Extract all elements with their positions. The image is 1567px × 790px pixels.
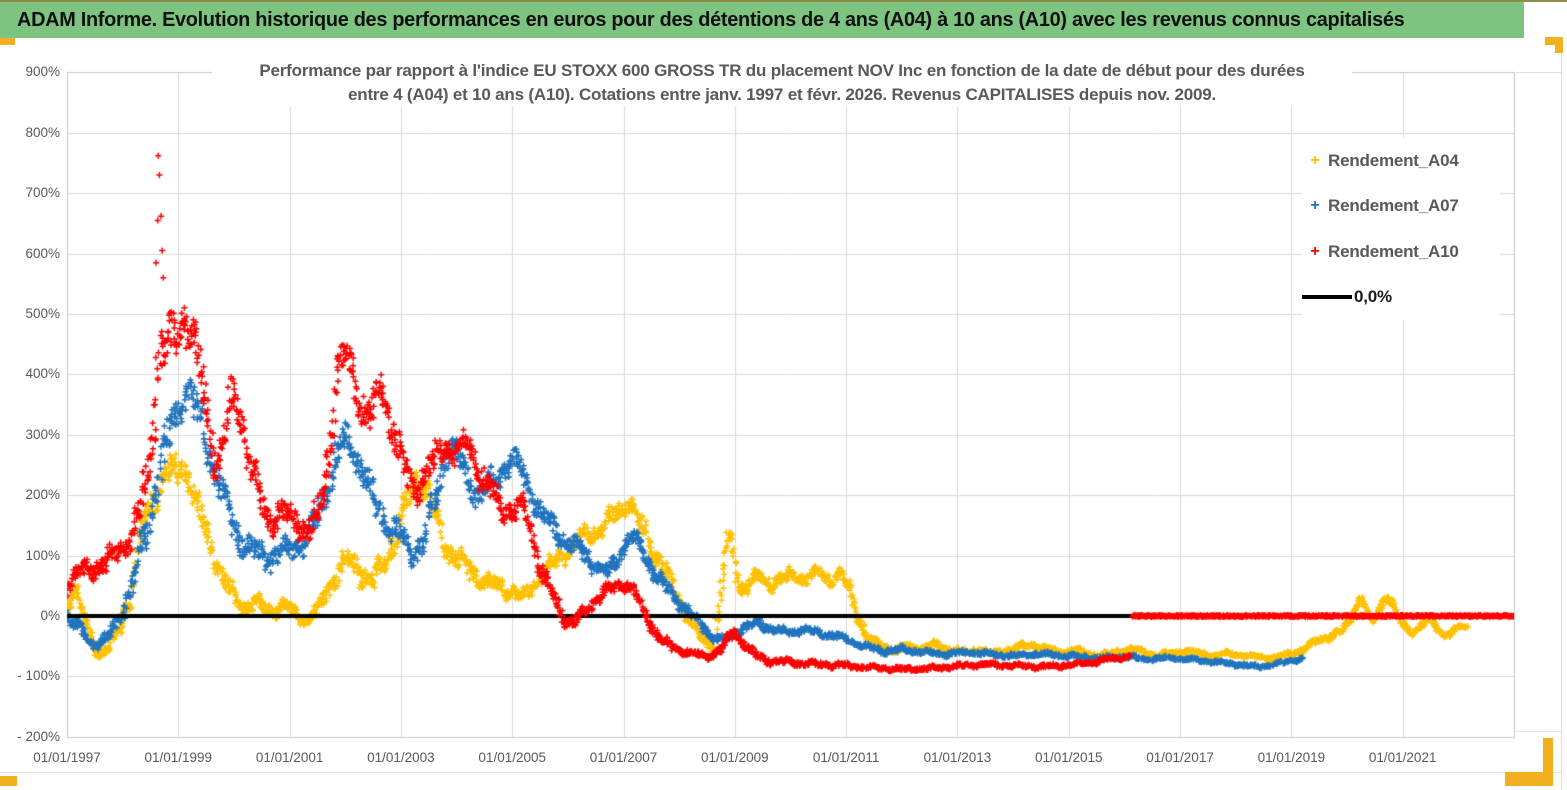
y-axis-tick-label: 300% xyxy=(25,426,60,442)
y-axis-tick-label: 800% xyxy=(25,124,60,140)
chart-title-line1: Performance par rapport à l'indice EU ST… xyxy=(259,61,1305,80)
legend-item-rendement-a04[interactable]: + Rendement_A04 xyxy=(1302,138,1500,184)
legend-item-0-0-[interactable]: 0,0% xyxy=(1302,275,1500,321)
x-axis-tick-label: 01/01/2001 xyxy=(255,750,324,765)
selection-handle-bottom-right-h xyxy=(1505,772,1553,786)
x-axis-tick-label: 01/01/2007 xyxy=(589,750,658,765)
x-axis-tick-label: 01/01/1999 xyxy=(144,750,213,765)
y-axis-tick-label: 100% xyxy=(25,547,60,563)
selection-handle-top-right-v xyxy=(1555,37,1563,53)
selection-handle-bottom-right-v xyxy=(1543,738,1553,786)
legend-item-label: Rendement_A04 xyxy=(1328,150,1459,170)
x-axis-tick-label: 01/01/2021 xyxy=(1368,750,1437,765)
x-axis-tick-label: 01/01/2015 xyxy=(1034,750,1103,765)
legend-line-marker xyxy=(1302,295,1352,300)
sheet-row-line-bottom xyxy=(0,772,1561,773)
legend-item-label: Rendement_A10 xyxy=(1328,241,1459,261)
y-axis-tick-label: 200% xyxy=(25,487,60,503)
selection-handle-top-left xyxy=(0,38,15,45)
sheet-row-line-mid xyxy=(1516,731,1561,732)
y-axis-tick-label: - 100% xyxy=(17,668,60,684)
y-axis-tick-label: 600% xyxy=(25,245,60,261)
y-axis-tick-label: 900% xyxy=(25,64,60,80)
y-axis-tick-label: - 200% xyxy=(17,728,60,744)
selection-handle-top-right-h xyxy=(1545,37,1563,45)
x-axis-tick-label: 01/01/2013 xyxy=(923,750,992,765)
x-axis-tick-label: 01/01/2017 xyxy=(1146,750,1214,765)
y-axis-tick-label: 500% xyxy=(25,306,60,321)
chart-title: Performance par rapport à l'indice EU ST… xyxy=(212,59,1352,106)
x-axis-tick-label: 01/01/2019 xyxy=(1257,750,1326,765)
chart-title-line2: entre 4 (A04) et 10 ans (A10). Cotations… xyxy=(348,84,1216,104)
x-axis-tick-label: 01/01/2003 xyxy=(367,750,435,765)
sheet-row-line-top xyxy=(1516,72,1561,73)
legend-plus-marker: + xyxy=(1310,151,1320,169)
sheet-column-line xyxy=(1561,40,1562,790)
legend-item-label: Rendement_A07 xyxy=(1328,196,1459,216)
chart-legend: + Rendement_A04 + Rendement_A07 + Rendement_A… xyxy=(1302,138,1500,320)
x-axis-tick-label: 01/01/1997 xyxy=(33,750,101,765)
legend-plus-marker: + xyxy=(1310,197,1320,215)
legend-item-rendement-a07[interactable]: + Rendement_A07 xyxy=(1302,184,1500,230)
y-axis-tick-label: 700% xyxy=(25,185,60,201)
selection-handle-bottom-left xyxy=(0,776,17,786)
legend-plus-marker: + xyxy=(1310,242,1320,260)
x-axis-tick-label: 01/01/2011 xyxy=(812,750,880,765)
y-axis-tick-label: 0% xyxy=(40,608,60,623)
legend-item-rendement-a10[interactable]: + Rendement_A10 xyxy=(1302,229,1500,275)
legend-item-label: 0,0% xyxy=(1354,287,1392,307)
y-axis-tick-label: 400% xyxy=(25,366,60,382)
x-axis-tick-label: 01/01/2005 xyxy=(478,750,546,765)
x-axis-tick-label: 01/01/2009 xyxy=(701,750,769,765)
